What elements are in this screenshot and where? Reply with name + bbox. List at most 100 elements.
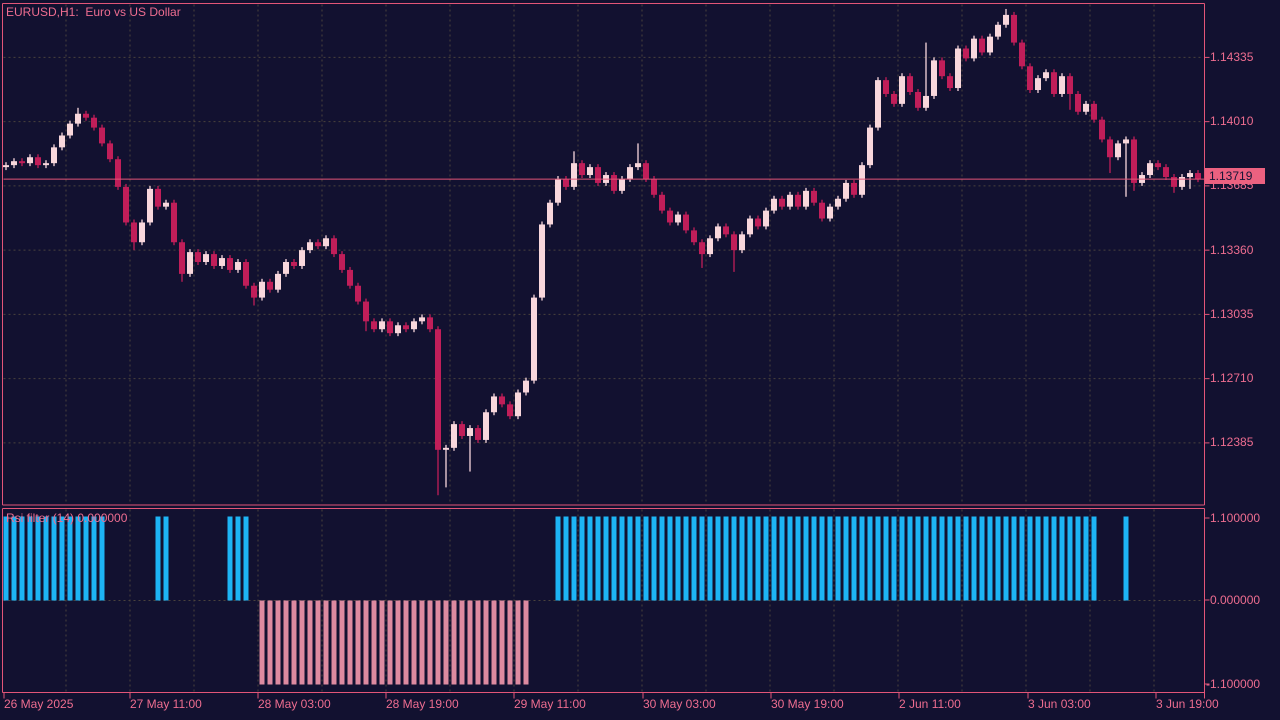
candle (1067, 76, 1073, 94)
candle (395, 325, 401, 334)
time-axis-label: 29 May 11:00 (514, 697, 586, 711)
rsi-bar-up (915, 516, 921, 601)
candle (811, 190, 817, 203)
rsi-bar-up (1011, 516, 1017, 601)
candle (803, 190, 809, 207)
rsi-bar-down (299, 600, 305, 685)
time-axis-label: 30 May 03:00 (643, 697, 716, 711)
rsi-bar-up (163, 516, 169, 601)
rsi-bar-down (467, 600, 473, 685)
candle (115, 159, 121, 187)
candle (211, 254, 217, 266)
candle (99, 127, 105, 144)
rsi-bar-up (587, 516, 593, 601)
rsi-bar-up (59, 516, 65, 601)
candle (619, 178, 625, 191)
candle (331, 238, 337, 255)
rsi-bar-up (843, 516, 849, 601)
candle (123, 186, 129, 223)
candle (683, 214, 689, 231)
rsi-bar-up (651, 516, 657, 601)
candle (835, 198, 841, 207)
candle (707, 238, 713, 255)
candle (459, 424, 465, 436)
candle (323, 238, 329, 247)
rsi-bar-up (835, 516, 841, 601)
candle (643, 163, 649, 179)
rsi-bar-up (595, 516, 601, 601)
rsi-bar-up (795, 516, 801, 601)
rsi-indicator-pane[interactable] (2, 508, 1204, 693)
candle (491, 396, 497, 413)
rsi-bar-down (403, 600, 409, 685)
rsi-bar-down (307, 600, 313, 685)
rsi-bar-up (691, 516, 697, 601)
candle (275, 273, 281, 290)
price-axis[interactable] (1204, 3, 1280, 693)
rsi-bar-down (395, 600, 401, 685)
rsi-bar-down (283, 600, 289, 685)
candle (347, 269, 353, 286)
rsi-bar-up (619, 516, 625, 601)
rsi-bar-up (731, 516, 737, 601)
time-axis-label: 27 May 11:00 (130, 697, 202, 711)
main-chart-pane[interactable] (2, 3, 1204, 505)
candle (779, 198, 785, 207)
rsi-bar-up (875, 516, 881, 601)
candle (1147, 163, 1153, 176)
candle (259, 281, 265, 298)
rsi-bar-down (435, 600, 441, 685)
candle (195, 252, 201, 263)
rsi-bar-down (387, 600, 393, 685)
candle (819, 202, 825, 219)
candle (1051, 72, 1057, 94)
candle (227, 258, 233, 270)
candle (899, 76, 905, 104)
candle (771, 198, 777, 211)
rsi-bar-down (339, 600, 345, 685)
candle (563, 178, 569, 187)
candle (555, 178, 561, 203)
candle (1179, 177, 1185, 187)
candle (915, 91, 921, 108)
candle (851, 182, 857, 195)
candle (499, 396, 505, 405)
candle (11, 161, 17, 166)
rsi-bar-up (755, 516, 761, 601)
candle (171, 202, 177, 243)
candle (179, 242, 185, 274)
candle (67, 123, 73, 136)
rsi-bar-up (979, 516, 985, 601)
candle (251, 285, 257, 298)
candle (339, 254, 345, 270)
rsi-bar-down (371, 600, 377, 685)
rsi-bar-down (267, 600, 273, 685)
rsi-bar-up (627, 516, 633, 601)
candle (75, 113, 81, 124)
rsi-bar-up (811, 516, 817, 601)
candle (147, 188, 153, 223)
candle (475, 428, 481, 440)
candle (483, 412, 489, 440)
rsi-bar-up (723, 516, 729, 601)
rsi-bar-up (91, 516, 97, 601)
candle (59, 135, 65, 148)
candle (1115, 143, 1121, 158)
candle (139, 222, 145, 243)
rsi-bar-up (227, 516, 233, 601)
rsi-bar-up (603, 516, 609, 601)
candle (891, 93, 897, 104)
rsi-bar-up (787, 516, 793, 601)
rsi-bar-up (635, 516, 641, 601)
candle (291, 262, 297, 266)
candle (379, 321, 385, 330)
candle (315, 242, 321, 247)
candle (987, 36, 993, 53)
candle (1019, 42, 1025, 67)
current-price-badge: 1.13719 (1205, 168, 1265, 184)
candle (931, 60, 937, 96)
candle (859, 165, 865, 195)
rsi-bar-up (963, 516, 969, 601)
candle (739, 234, 745, 251)
candle (587, 167, 593, 176)
